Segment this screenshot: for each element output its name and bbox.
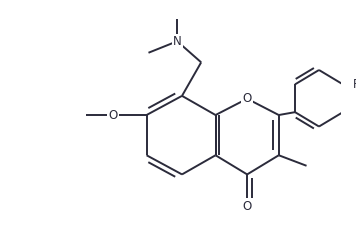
Text: O: O [109,109,118,122]
Text: F: F [352,78,356,91]
Text: O: O [242,92,252,105]
Text: O: O [242,200,252,213]
Text: N: N [173,35,182,48]
